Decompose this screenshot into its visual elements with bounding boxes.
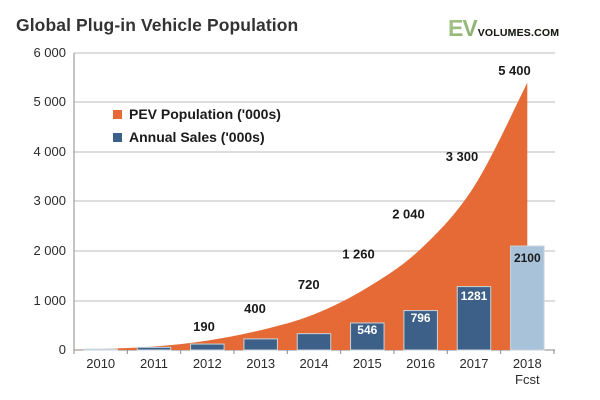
svg-text:2018: 2018	[513, 356, 542, 371]
svg-text:190: 190	[193, 319, 215, 334]
svg-text:0: 0	[59, 342, 66, 357]
svg-text:3 000: 3 000	[33, 193, 66, 208]
svg-text:2011: 2011	[140, 356, 168, 371]
svg-text:796: 796	[411, 311, 431, 325]
svg-text:2010: 2010	[86, 356, 115, 371]
svg-text:5 000: 5 000	[33, 94, 66, 109]
svg-text:2016: 2016	[406, 356, 435, 371]
svg-text:4 000: 4 000	[33, 144, 66, 159]
svg-text:2 040: 2 040	[392, 207, 425, 222]
svg-text:2012: 2012	[193, 356, 222, 371]
svg-text:400: 400	[244, 301, 266, 316]
svg-text:546: 546	[357, 323, 377, 337]
svg-text:1 260: 1 260	[342, 247, 375, 262]
svg-text:Fcst: Fcst	[515, 372, 540, 387]
svg-text:2017: 2017	[460, 356, 489, 371]
svg-text:2015: 2015	[353, 356, 382, 371]
svg-text:1281: 1281	[461, 289, 488, 303]
svg-text:720: 720	[298, 277, 320, 292]
svg-text:2013: 2013	[246, 356, 275, 371]
svg-text:1 000: 1 000	[33, 293, 66, 308]
svg-text:6 000: 6 000	[33, 45, 66, 60]
svg-text:2100: 2100	[514, 251, 541, 265]
svg-text:3 300: 3 300	[446, 149, 479, 164]
svg-text:2014: 2014	[300, 356, 329, 371]
svg-text:5 400: 5 400	[498, 63, 531, 78]
svg-text:2 000: 2 000	[33, 243, 66, 258]
